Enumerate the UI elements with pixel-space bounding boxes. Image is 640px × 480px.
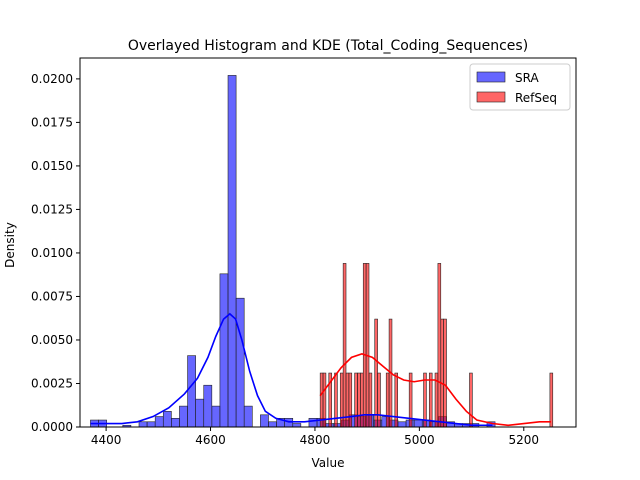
bar-refseq-15 (377, 372, 381, 428)
kde-line-refseq (319, 353, 551, 427)
bar-refseq-16 (385, 372, 390, 428)
bar-sra-7 (162, 411, 172, 428)
bar-sra-8 (171, 417, 180, 428)
bar-sra-23 (308, 417, 318, 428)
bar-refseq-27 (549, 372, 554, 428)
bar-refseq-7 (348, 372, 353, 428)
y-tick-label: 0.0125 (31, 202, 73, 216)
bar-refseq-25 (443, 318, 447, 428)
bar-refseq-24 (440, 318, 444, 428)
bar-refseq-18 (394, 372, 399, 428)
x-axis: 4400 4600 4800 5000 5200 (91, 427, 539, 447)
bar-refseq-9 (357, 372, 361, 428)
bar-sra-16 (235, 297, 245, 428)
bar-sra-14 (219, 273, 229, 428)
y-tick-label: 0.0100 (31, 246, 73, 260)
x-tick-label: 4800 (300, 433, 331, 447)
legend-label-sra: SRA (515, 71, 539, 85)
plot-frame (79, 57, 577, 428)
bar-refseq-11 (362, 263, 367, 428)
bar-refseq-6 (345, 372, 350, 428)
y-tick-label: 0.0050 (31, 333, 73, 347)
x-tick-label: 5200 (509, 433, 540, 447)
bar-refseq-10 (360, 372, 364, 428)
bar-sra-17 (243, 405, 253, 428)
bar-refseq-20 (423, 372, 427, 428)
kde-line-sra (90, 312, 493, 427)
legend: SRA RefSeq (469, 63, 571, 111)
bar-sra-4 (138, 421, 148, 428)
bar-sra-18 (260, 414, 269, 428)
bar-sra-19 (268, 421, 277, 428)
bar-refseq-0 (319, 372, 324, 428)
y-tick-label: 0.0025 (31, 376, 73, 390)
y-axis-label: Density (3, 222, 17, 268)
chart-title: Overlayed Histogram and KDE (Total_Codin… (128, 38, 528, 54)
legend-swatch-refseq (476, 91, 506, 103)
bar-sra-34 (397, 421, 407, 428)
bar-sra-15 (227, 75, 237, 428)
bar-refseq-21 (428, 372, 433, 428)
y-tick-label: 0.0000 (31, 420, 73, 434)
bar-sra-12 (203, 384, 213, 428)
bar-refseq-23 (437, 263, 442, 428)
y-tick-label: 0.0200 (31, 72, 73, 86)
series-sra-bars (90, 75, 496, 428)
bar-refseq-5 (342, 263, 347, 428)
y-tick-label: 0.0075 (31, 289, 73, 303)
y-tick-label: 0.0150 (31, 159, 73, 173)
bar-sra-6 (154, 416, 164, 428)
bar-sra-21 (284, 417, 294, 428)
bar-sra-9 (179, 405, 188, 428)
series-refseq-bars (319, 263, 554, 428)
x-tick-label: 4600 (195, 433, 226, 447)
bar-refseq-13 (368, 372, 373, 428)
bar-refseq-8 (354, 372, 358, 428)
bar-sra-11 (195, 398, 205, 428)
bar-sra-10 (187, 355, 196, 428)
legend-label-refseq: RefSeq (515, 91, 557, 105)
bar-sra-5 (146, 421, 156, 428)
bar-refseq-4 (339, 372, 344, 428)
bar-sra-13 (211, 405, 221, 428)
y-axis: 0.0000 0.0025 0.0050 0.0075 0.0100 0.0125 0.01… (31, 72, 80, 434)
y-tick-label: 0.0175 (31, 115, 73, 129)
bar-sra-22 (292, 423, 302, 428)
bar-refseq-14 (374, 318, 378, 428)
x-tick-label: 4400 (91, 433, 122, 447)
bar-refseq-26 (469, 372, 473, 428)
x-tick-label: 5000 (404, 433, 435, 447)
x-axis-label: Value (312, 456, 345, 470)
legend-swatch-sra (476, 71, 506, 83)
bar-refseq-12 (365, 263, 370, 428)
bar-sra-36 (413, 419, 423, 428)
